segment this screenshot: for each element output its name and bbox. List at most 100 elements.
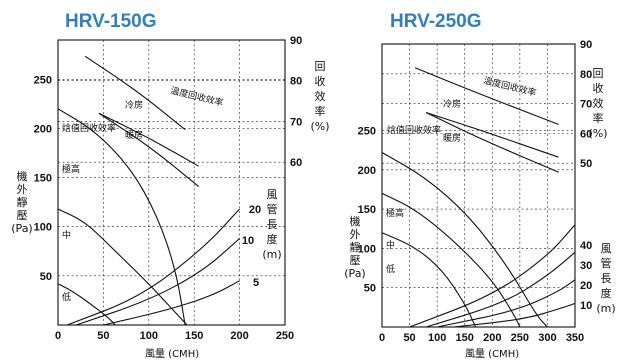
y2-tick-label: 60 — [580, 128, 592, 140]
chart-title: HRV-150G — [65, 11, 157, 32]
y3-axis-label: 管 — [267, 202, 278, 216]
y2-tick-label: 90 — [580, 39, 592, 51]
y3-tick-label: 30 — [580, 260, 592, 272]
x-tick-label: 100 — [428, 332, 446, 344]
y2-axis-label: (%) — [310, 120, 329, 133]
duct-curve — [409, 224, 576, 328]
duct-curve — [66, 208, 241, 326]
duct-curve — [436, 279, 576, 328]
y2-axis-label: (%) — [588, 127, 607, 140]
y2-tick-label: 70 — [580, 99, 592, 111]
y2-axis-label: 回 — [315, 60, 326, 73]
y-axis-label: (Pa) — [344, 267, 365, 280]
pressure-curve-label: 極高 — [62, 163, 80, 175]
y3-tick-label: 40 — [580, 240, 592, 252]
pressure-curve — [381, 152, 548, 328]
y-axis-label: 機 — [17, 169, 28, 183]
y-axis-label: 靜 — [350, 240, 361, 254]
x-tick-label: 350 — [566, 332, 584, 344]
efficiency-curve-label: 暖房 — [443, 132, 461, 144]
x-tick-label: 100 — [140, 330, 158, 342]
x-tick-label: 0 — [379, 332, 385, 344]
y2-axis-label: 收 — [315, 74, 326, 88]
efficiency-curve — [425, 111, 559, 158]
pressure-curve-label: 中 — [62, 229, 71, 241]
pressure-curve — [57, 283, 116, 326]
x-tick-label: 200 — [483, 332, 501, 344]
duct-curve — [76, 238, 240, 326]
efficiency-curve-label: 溫度回收效率 — [482, 74, 537, 99]
efficiency-curve-label: 焓值回收效率 — [387, 124, 441, 136]
y3-axis-label: 風 — [267, 188, 278, 201]
pressure-curve — [57, 208, 188, 326]
y2-axis-label: 率 — [315, 104, 326, 118]
efficiency-curve-label: 溫度回收效率 — [169, 84, 224, 109]
y2-tick-label: 50 — [580, 158, 592, 170]
y-tick-label: 250 — [358, 125, 376, 137]
efficiency-curve-label: 暖房 — [125, 129, 143, 141]
y2-axis-label: 效 — [593, 96, 604, 110]
y-axis-label: 壓 — [350, 254, 361, 267]
y-tick-label: 200 — [34, 123, 52, 135]
pressure-curve — [381, 192, 521, 328]
y2-axis-label: 回 — [593, 67, 604, 80]
y2-axis-label: 率 — [593, 111, 604, 125]
x-tick-label: 200 — [230, 330, 248, 342]
duct-curve — [453, 302, 576, 328]
x-tick-label: 50 — [97, 330, 109, 342]
x-tick-label: 150 — [185, 330, 203, 342]
y3-tick-label: 10 — [580, 300, 592, 312]
y3-tick-label: 20 — [580, 280, 592, 292]
y2-tick-label: 80 — [580, 69, 592, 81]
y3-axis-label: 風 — [601, 242, 612, 255]
pressure-curve-label: 極高 — [386, 207, 404, 219]
y3-axis-label: 長 — [267, 218, 278, 231]
y3-axis-label: 度 — [601, 286, 612, 300]
plot-frame — [57, 39, 286, 326]
efficiency-curve-label: 冷房 — [443, 98, 461, 110]
y-tick-label: 50 — [40, 271, 52, 283]
chart-hrv-150g: HRV-150G 0 50 100 150 200 250 50 100 150 200 250 60 7… — [11, 11, 329, 360]
x-tick-label: 50 — [403, 332, 415, 344]
y3-axis-label: 長 — [601, 272, 612, 285]
x-tick-label: 300 — [538, 332, 556, 344]
y3-axis-label: 管 — [601, 256, 612, 270]
duct-curve — [425, 251, 576, 328]
duct-curve-label: 20 — [249, 204, 261, 216]
pressure-curve-label: 中 — [386, 239, 395, 251]
y2-tick-label: 80 — [290, 76, 302, 88]
y-axis-label: 機 — [350, 214, 361, 228]
y2-axis-label: 收 — [593, 81, 604, 95]
y-axis-label: 壓 — [17, 209, 28, 222]
y-tick-label: 150 — [34, 173, 52, 185]
pressure-curve — [381, 232, 477, 328]
x-tick-label: 250 — [276, 330, 294, 342]
pressure-curve-label: 低 — [62, 291, 71, 303]
y-tick-label: 150 — [358, 204, 376, 216]
y-tick-label: 200 — [358, 165, 376, 177]
y2-tick-label: 60 — [290, 157, 302, 169]
y-axis-label: 外 — [350, 228, 361, 241]
y3-axis-label: (m) — [262, 248, 281, 261]
x-tick-label: 250 — [511, 332, 529, 344]
efficiency-curve — [425, 112, 559, 173]
x-axis-label: 風量 (CMH) — [465, 348, 519, 360]
y-axis-label: 外 — [17, 183, 28, 196]
pressure-curve-label: 低 — [386, 263, 395, 275]
efficiency-curve-label: 冷房 — [125, 99, 143, 111]
pressure-curve — [57, 108, 186, 326]
x-tick-label: 0 — [55, 330, 61, 342]
y-axis-label: 靜 — [17, 195, 28, 209]
y2-axis-label: 效 — [315, 89, 326, 103]
efficiency-curve — [84, 55, 186, 131]
efficiency-curve — [98, 112, 199, 167]
efficiency-curve-label: 焓值回收效率 — [62, 122, 116, 134]
plot-frame — [381, 43, 576, 328]
x-axis-label: 風量 (CMH) — [145, 348, 199, 360]
efficiency-curve — [98, 112, 200, 188]
y2-tick-label: 70 — [290, 116, 302, 128]
chart-hrv-250g: HRV-250G 0 50 100 150 200 250 300 350 50 100 150 200… — [344, 11, 615, 360]
duct-curve — [103, 280, 240, 326]
y-axis-label: (Pa) — [11, 222, 32, 235]
